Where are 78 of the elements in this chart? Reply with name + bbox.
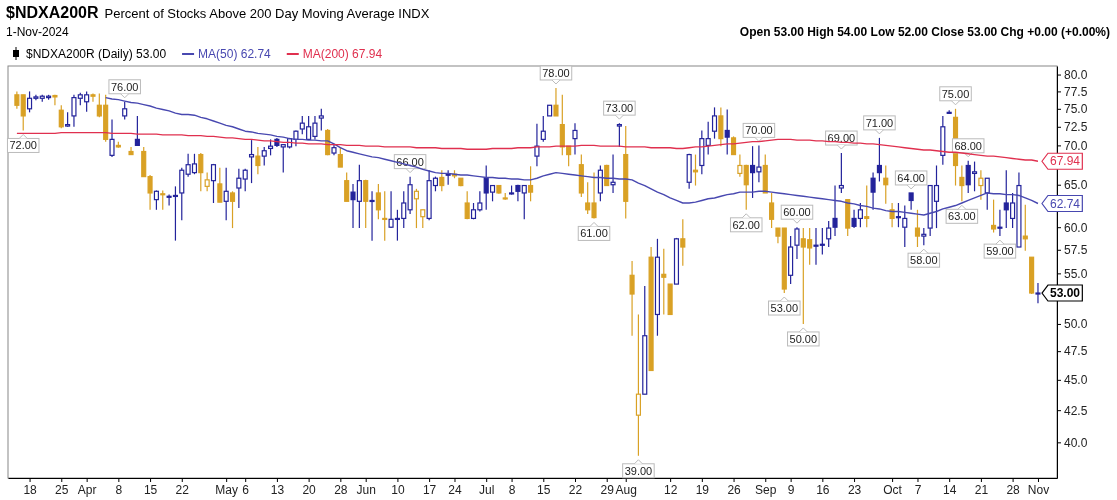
x-tick-label: 13: [270, 482, 285, 497]
x-tick-label: 12: [663, 482, 678, 497]
y-tick-label: 77.5: [1064, 84, 1088, 99]
x-tick-label: 7: [914, 482, 922, 497]
x-tick-label: Aug: [615, 482, 637, 497]
y-tick-label: 42.5: [1064, 403, 1088, 418]
x-tick-label: 14: [943, 482, 957, 497]
y-tick-label: 57.5: [1064, 243, 1088, 258]
x-tick-label: 26: [727, 482, 742, 497]
y-tick-label: 60.0: [1064, 220, 1088, 235]
text: 78.00: [542, 66, 570, 79]
text: 72.00: [9, 139, 37, 152]
data-label: 67.94: [1049, 154, 1081, 169]
x-tick-label: 23: [847, 482, 862, 497]
text: 66.00: [396, 155, 424, 168]
text: 53.00: [1049, 286, 1080, 301]
x-tick-label: Sep: [755, 482, 777, 497]
y-tick-label: 40.0: [1064, 435, 1088, 450]
text: 58.00: [910, 254, 938, 267]
text: 75.00: [941, 87, 970, 100]
x-tick-label: 15: [143, 482, 158, 497]
chart-title: $NDXA200R: [6, 4, 99, 21]
text: $NDXA200R (Daily) 53.00: [26, 47, 167, 61]
text: 69.00: [827, 132, 856, 145]
legend-label: MA(200) 67.94: [302, 47, 383, 61]
x-tick-label: 28: [1006, 482, 1021, 497]
x-tick-label: Oct: [883, 482, 903, 497]
text: 71.00: [865, 116, 894, 129]
x-tick-label: 21: [974, 482, 989, 497]
x-tick-label: 15: [537, 482, 551, 497]
x-tick-label: 25: [55, 482, 69, 497]
y-tick-label: 55.0: [1064, 266, 1088, 281]
y-tick-label: 72.5: [1064, 120, 1088, 135]
text: 50.00: [789, 332, 818, 345]
legend-label: MA(50) 62.74: [198, 47, 272, 61]
chart-subtitle: Percent of Stocks Above 200 Day Moving Average INDX: [104, 6, 430, 21]
text: 73.00: [605, 102, 634, 115]
text: 68.00: [954, 139, 982, 152]
x-tick-label: 18: [23, 482, 38, 497]
x-tick-label: 6: [242, 482, 250, 497]
text: 60.00: [783, 206, 811, 219]
x-tick-label: Nov: [1027, 482, 1050, 497]
x-tick-label: 8: [115, 482, 123, 497]
y-tick-label: 75.0: [1064, 102, 1088, 117]
x-tick-label: Jul: [479, 482, 495, 497]
text: 70.00: [745, 124, 773, 137]
x-tick-label: 20: [302, 482, 317, 497]
text: 53.00: [770, 302, 799, 315]
x-tick-label: 8: [508, 482, 516, 497]
y-tick-label: 80.0: [1064, 67, 1088, 82]
x-tick-label: 22: [175, 482, 190, 497]
data-label: 62.74: [1049, 196, 1081, 211]
y-tick-label: 50.0: [1064, 317, 1088, 332]
x-tick-label: May: [215, 482, 239, 497]
text: 61.00: [580, 227, 608, 240]
text: 64.00: [897, 171, 925, 184]
text: 39.00: [624, 464, 653, 477]
x-tick-label: 19: [695, 482, 710, 497]
x-tick-label: Apr: [77, 482, 97, 497]
text: Open 53.00 High 54.00 Low 52.00 Close 53.00 Chg +0.00 (+0.00%): [739, 25, 1110, 39]
x-tick-label: 29: [600, 482, 615, 497]
text: 62.00: [732, 218, 760, 231]
x-tick-label: 28: [334, 482, 348, 497]
x-tick-label: 17: [422, 482, 437, 497]
text: 76.00: [110, 80, 139, 93]
y-tick-label: 70.0: [1064, 138, 1088, 153]
x-tick-label: Jun: [356, 482, 376, 497]
text: 59.00: [986, 245, 1014, 258]
x-tick-label: 9: [787, 482, 795, 497]
y-tick-label: 45.0: [1064, 373, 1088, 388]
y-tick-label: 65.0: [1064, 178, 1088, 193]
x-tick-label: 10: [391, 482, 405, 497]
x-tick-label: 22: [568, 482, 583, 497]
y-tick-label: 47.5: [1064, 344, 1088, 359]
x-tick-label: 16: [816, 482, 830, 497]
x-tick-label: 24: [448, 482, 462, 497]
text: 1-Nov-2024: [6, 25, 70, 39]
text: 63.00: [948, 210, 976, 223]
